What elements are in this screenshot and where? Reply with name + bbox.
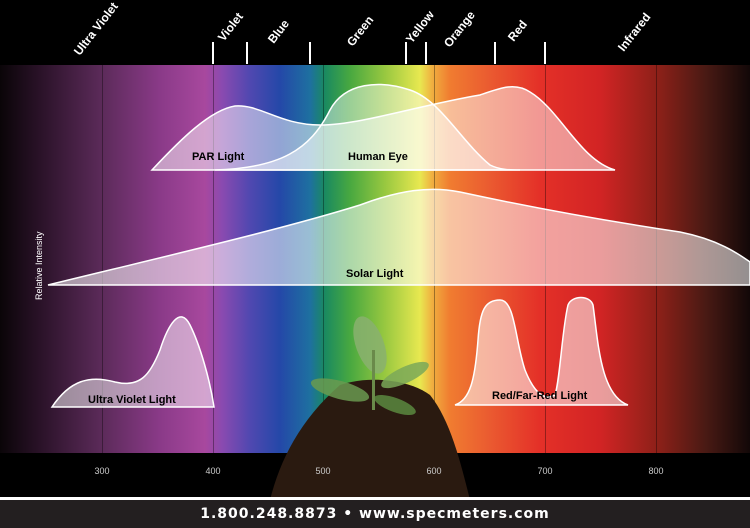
wavelength-tick-400: 400 [205,466,221,476]
band-tick [544,42,546,64]
band-tick [309,42,311,64]
y-axis-label: Relative Intensity [34,231,44,300]
uv-light-label: Ultra Violet Light [88,394,176,406]
wavelength-tick-600: 600 [426,466,442,476]
solar-curve [47,188,750,286]
footer-contact: 1.800.248.8873 • www.specmeters.com [0,500,750,528]
human-eye-label: Human Eye [348,151,408,163]
solar-light-label: Solar Light [346,268,404,280]
band-tick [405,42,407,64]
wavelength-tick-300: 300 [94,466,110,476]
footer-divider [0,497,750,500]
par-light-label: PAR Light [192,151,245,163]
uv-curve [50,316,215,408]
band-tick [212,42,214,64]
human-eye-curve [214,83,521,171]
red-far-red-label: Red/Far-Red Light [492,390,588,402]
par-curve [150,85,616,171]
wavelength-tick-700: 700 [537,466,553,476]
band-tick [425,42,427,64]
plant-in-soil-illustration [270,316,470,500]
wavelength-tick-500: 500 [315,466,331,476]
gridline [102,65,103,453]
band-tick [494,42,496,64]
wavelength-tick-800: 800 [648,466,664,476]
band-tick [246,42,248,64]
red-far-red-curve [454,296,629,406]
